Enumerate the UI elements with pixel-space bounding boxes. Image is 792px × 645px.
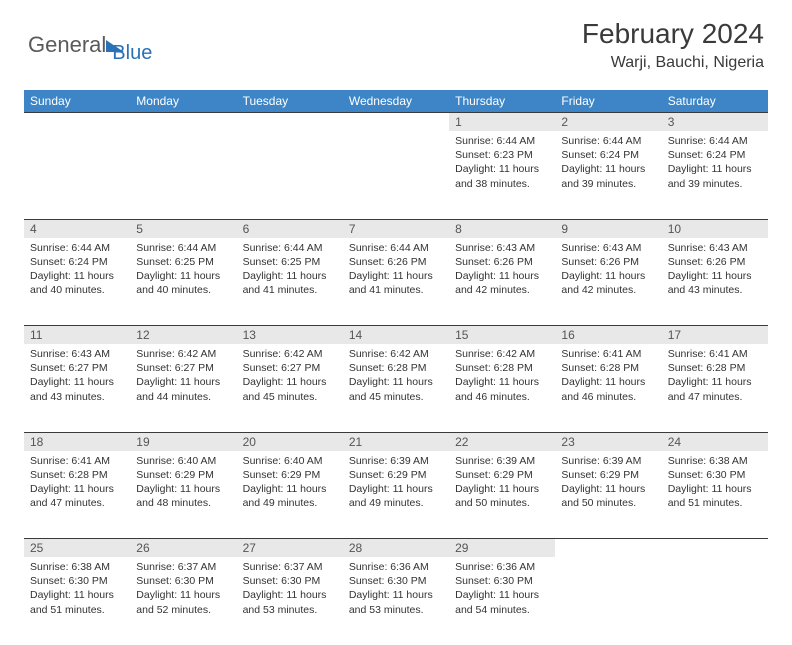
day-header: Monday <box>130 90 236 113</box>
day-number-row: 2526272829 <box>24 539 768 558</box>
day-content-cell <box>662 557 768 645</box>
day-number-cell: 10 <box>662 219 768 238</box>
day-content-cell: Sunrise: 6:39 AMSunset: 6:29 PMDaylight:… <box>343 451 449 539</box>
day-header: Sunday <box>24 90 130 113</box>
day-content-cell: Sunrise: 6:42 AMSunset: 6:27 PMDaylight:… <box>130 344 236 432</box>
day-header: Friday <box>555 90 661 113</box>
day-number-cell: 18 <box>24 432 130 451</box>
day-content-cell: Sunrise: 6:43 AMSunset: 6:27 PMDaylight:… <box>24 344 130 432</box>
day-number-cell: 27 <box>237 539 343 558</box>
day-number-cell: 24 <box>662 432 768 451</box>
day-content-cell: Sunrise: 6:41 AMSunset: 6:28 PMDaylight:… <box>555 344 661 432</box>
day-number-cell: 8 <box>449 219 555 238</box>
day-number-cell: 7 <box>343 219 449 238</box>
calendar-table: SundayMondayTuesdayWednesdayThursdayFrid… <box>24 90 768 645</box>
day-content-cell: Sunrise: 6:42 AMSunset: 6:28 PMDaylight:… <box>449 344 555 432</box>
brand-logo: General Blue <box>28 24 152 65</box>
day-number-row: 18192021222324 <box>24 432 768 451</box>
day-content-row: Sunrise: 6:44 AMSunset: 6:24 PMDaylight:… <box>24 238 768 326</box>
day-number-cell: 21 <box>343 432 449 451</box>
day-number-cell: 16 <box>555 326 661 345</box>
day-content-row: Sunrise: 6:38 AMSunset: 6:30 PMDaylight:… <box>24 557 768 645</box>
day-header: Saturday <box>662 90 768 113</box>
day-number-cell <box>130 113 236 132</box>
day-content-cell: Sunrise: 6:41 AMSunset: 6:28 PMDaylight:… <box>24 451 130 539</box>
day-header: Tuesday <box>237 90 343 113</box>
day-number-cell <box>555 539 661 558</box>
day-content-cell: Sunrise: 6:44 AMSunset: 6:26 PMDaylight:… <box>343 238 449 326</box>
day-number-cell: 1 <box>449 113 555 132</box>
day-content-cell: Sunrise: 6:44 AMSunset: 6:24 PMDaylight:… <box>662 131 768 219</box>
day-number-cell: 26 <box>130 539 236 558</box>
day-number-row: 45678910 <box>24 219 768 238</box>
day-number-row: 123 <box>24 113 768 132</box>
day-content-cell <box>343 131 449 219</box>
day-content-cell: Sunrise: 6:42 AMSunset: 6:27 PMDaylight:… <box>237 344 343 432</box>
day-number-cell: 11 <box>24 326 130 345</box>
day-content-cell: Sunrise: 6:43 AMSunset: 6:26 PMDaylight:… <box>555 238 661 326</box>
day-number-cell: 12 <box>130 326 236 345</box>
day-number-cell: 17 <box>662 326 768 345</box>
header: General Blue February 2024 Warji, Bauchi… <box>0 0 792 80</box>
day-number-cell: 23 <box>555 432 661 451</box>
day-content-cell: Sunrise: 6:44 AMSunset: 6:23 PMDaylight:… <box>449 131 555 219</box>
day-content-cell: Sunrise: 6:39 AMSunset: 6:29 PMDaylight:… <box>555 451 661 539</box>
day-content-cell: Sunrise: 6:40 AMSunset: 6:29 PMDaylight:… <box>130 451 236 539</box>
day-number-cell <box>237 113 343 132</box>
day-content-cell: Sunrise: 6:41 AMSunset: 6:28 PMDaylight:… <box>662 344 768 432</box>
day-number-cell: 5 <box>130 219 236 238</box>
day-number-cell: 25 <box>24 539 130 558</box>
day-content-cell: Sunrise: 6:39 AMSunset: 6:29 PMDaylight:… <box>449 451 555 539</box>
day-header: Thursday <box>449 90 555 113</box>
day-number-cell: 29 <box>449 539 555 558</box>
brand-part2: Blue <box>112 42 152 65</box>
day-content-cell: Sunrise: 6:37 AMSunset: 6:30 PMDaylight:… <box>130 557 236 645</box>
day-content-cell: Sunrise: 6:40 AMSunset: 6:29 PMDaylight:… <box>237 451 343 539</box>
day-number-cell: 13 <box>237 326 343 345</box>
day-number-cell: 2 <box>555 113 661 132</box>
day-number-cell: 28 <box>343 539 449 558</box>
day-number-cell <box>662 539 768 558</box>
day-number-cell: 14 <box>343 326 449 345</box>
day-content-cell: Sunrise: 6:44 AMSunset: 6:24 PMDaylight:… <box>24 238 130 326</box>
page-title: February 2024 <box>582 18 764 50</box>
day-number-cell: 9 <box>555 219 661 238</box>
day-content-cell: Sunrise: 6:44 AMSunset: 6:25 PMDaylight:… <box>237 238 343 326</box>
brand-part1: General <box>28 32 106 58</box>
location-subtitle: Warji, Bauchi, Nigeria <box>582 54 764 72</box>
day-number-cell: 20 <box>237 432 343 451</box>
day-content-cell <box>237 131 343 219</box>
day-header-row: SundayMondayTuesdayWednesdayThursdayFrid… <box>24 90 768 113</box>
title-block: February 2024 Warji, Bauchi, Nigeria <box>582 18 764 72</box>
day-header: Wednesday <box>343 90 449 113</box>
day-content-row: Sunrise: 6:41 AMSunset: 6:28 PMDaylight:… <box>24 451 768 539</box>
day-content-cell <box>555 557 661 645</box>
day-content-row: Sunrise: 6:44 AMSunset: 6:23 PMDaylight:… <box>24 131 768 219</box>
day-content-cell: Sunrise: 6:38 AMSunset: 6:30 PMDaylight:… <box>662 451 768 539</box>
day-content-cell: Sunrise: 6:44 AMSunset: 6:24 PMDaylight:… <box>555 131 661 219</box>
day-number-cell <box>24 113 130 132</box>
day-number-cell: 19 <box>130 432 236 451</box>
day-number-cell: 15 <box>449 326 555 345</box>
day-content-cell: Sunrise: 6:36 AMSunset: 6:30 PMDaylight:… <box>449 557 555 645</box>
day-number-cell: 6 <box>237 219 343 238</box>
day-content-row: Sunrise: 6:43 AMSunset: 6:27 PMDaylight:… <box>24 344 768 432</box>
day-number-cell: 4 <box>24 219 130 238</box>
day-content-cell: Sunrise: 6:36 AMSunset: 6:30 PMDaylight:… <box>343 557 449 645</box>
day-number-cell: 22 <box>449 432 555 451</box>
day-number-cell: 3 <box>662 113 768 132</box>
day-content-cell <box>24 131 130 219</box>
day-number-row: 11121314151617 <box>24 326 768 345</box>
day-content-cell <box>130 131 236 219</box>
day-content-cell: Sunrise: 6:43 AMSunset: 6:26 PMDaylight:… <box>449 238 555 326</box>
day-number-cell <box>343 113 449 132</box>
day-content-cell: Sunrise: 6:43 AMSunset: 6:26 PMDaylight:… <box>662 238 768 326</box>
day-content-cell: Sunrise: 6:44 AMSunset: 6:25 PMDaylight:… <box>130 238 236 326</box>
day-content-cell: Sunrise: 6:37 AMSunset: 6:30 PMDaylight:… <box>237 557 343 645</box>
day-content-cell: Sunrise: 6:42 AMSunset: 6:28 PMDaylight:… <box>343 344 449 432</box>
day-content-cell: Sunrise: 6:38 AMSunset: 6:30 PMDaylight:… <box>24 557 130 645</box>
